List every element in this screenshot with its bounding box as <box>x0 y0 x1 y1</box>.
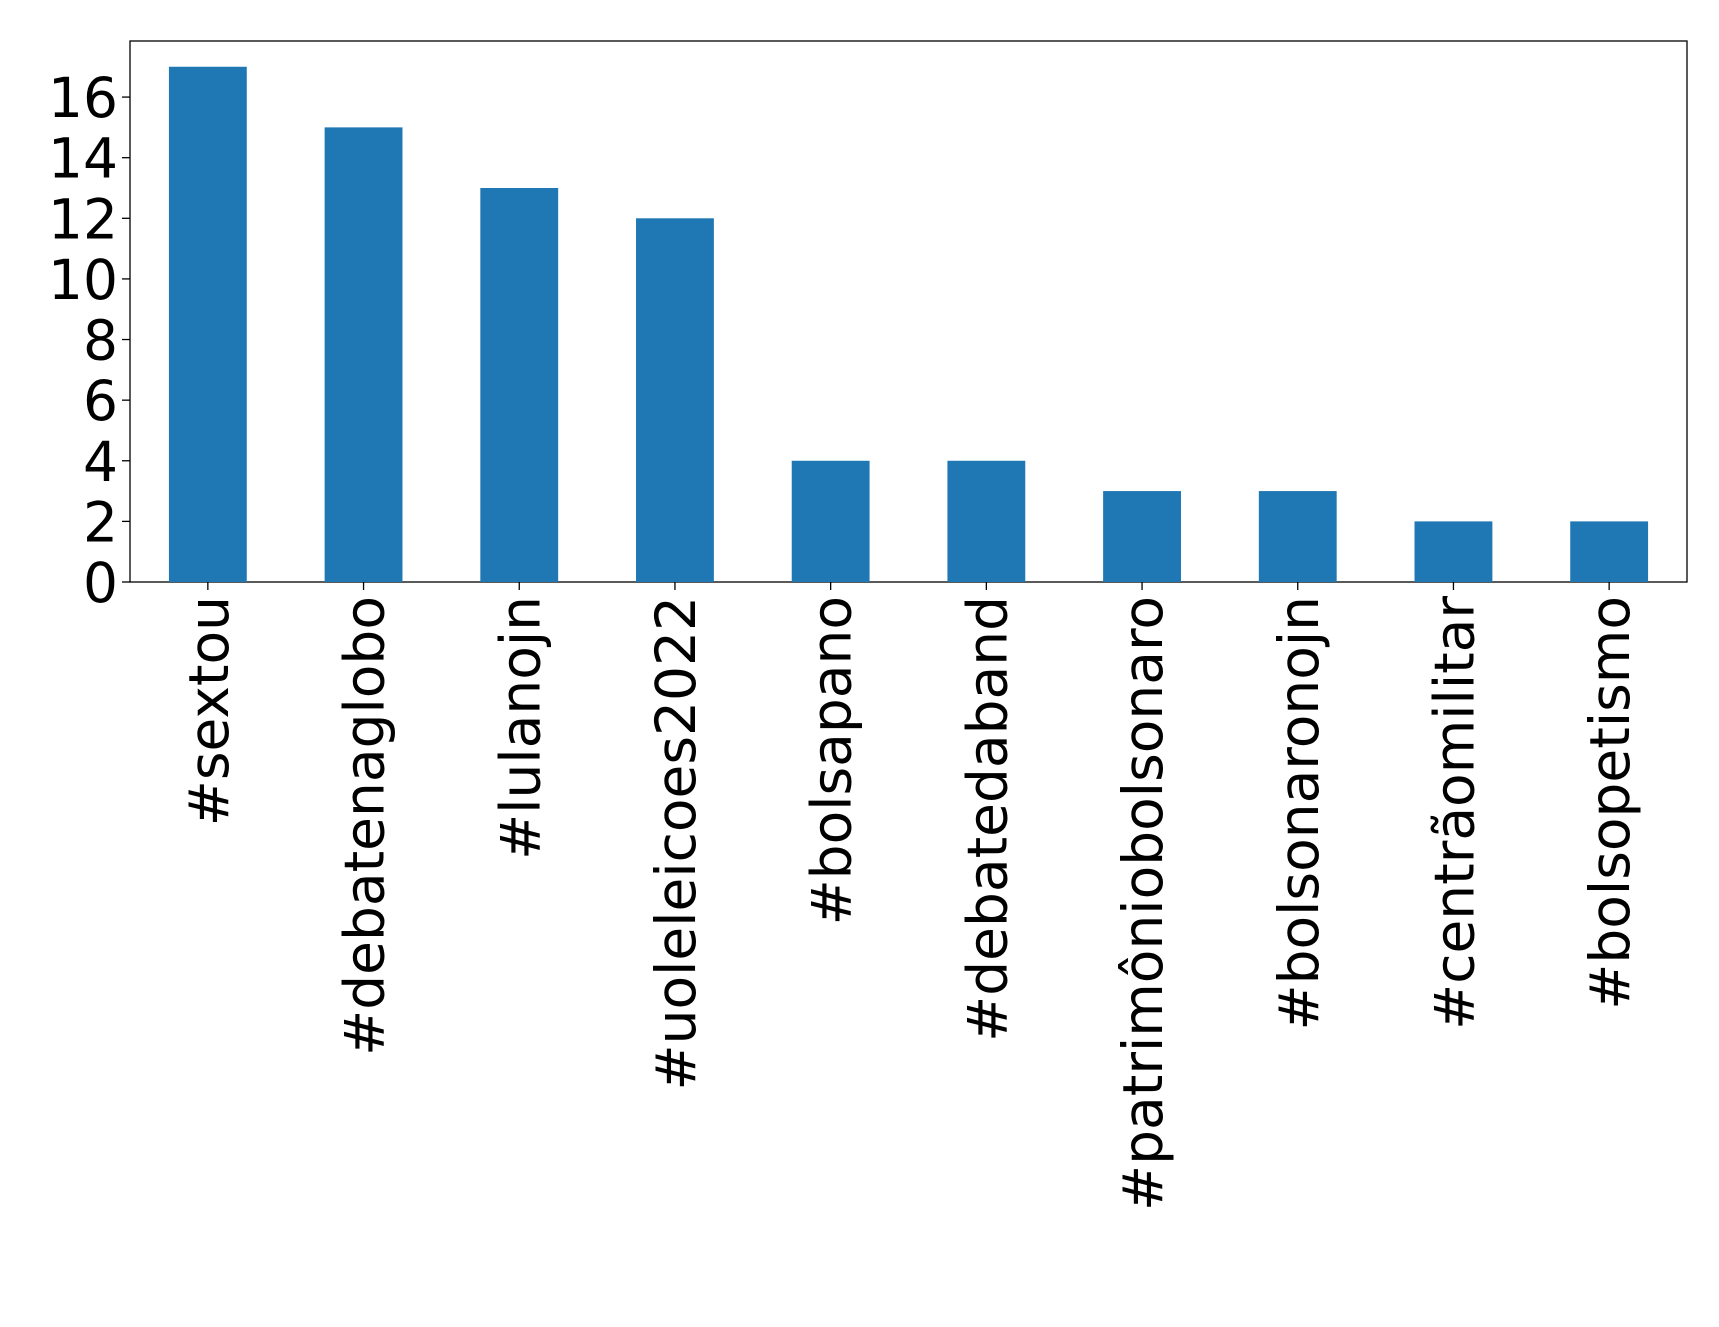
y-tick-label: 4 <box>83 430 118 494</box>
bar <box>947 460 1026 582</box>
x-tick-label: #sextou <box>177 596 241 826</box>
x-tick-label: #debatenaglobo <box>333 596 397 1056</box>
y-tick-label: 6 <box>83 369 118 433</box>
bar <box>324 127 403 583</box>
y-tick-label: 10 <box>48 248 118 312</box>
x-tick-label: #bolsopetismo <box>1578 596 1642 1010</box>
plot-frame <box>129 40 1688 583</box>
x-tick-label: #bolsonaronojn <box>1267 596 1331 1031</box>
bar <box>791 460 870 582</box>
y-tick-label: 12 <box>48 187 118 251</box>
bar <box>168 66 247 582</box>
x-tick-label: #patrimôniobolsonaro <box>1111 596 1175 1211</box>
y-tick-label: 14 <box>48 127 118 191</box>
bar <box>636 218 714 582</box>
x-tick-label: #lulanojn <box>488 596 552 860</box>
bar <box>1103 491 1181 582</box>
x-tick-label: #uoleleicoes2022 <box>644 596 708 1090</box>
bar <box>1570 521 1649 582</box>
bar <box>1414 521 1493 582</box>
bar <box>1258 491 1337 582</box>
y-tick-label: 0 <box>83 551 118 615</box>
y-tick-label: 2 <box>83 490 118 554</box>
y-tick-label: 16 <box>48 66 118 130</box>
bar <box>480 187 559 583</box>
x-tick-label: #centrãomilitar <box>1422 596 1486 1030</box>
x-tick-label: #bolsapano <box>800 596 864 925</box>
x-tick-label: #debatedaband <box>955 596 1019 1042</box>
y-tick-label: 8 <box>83 309 118 373</box>
